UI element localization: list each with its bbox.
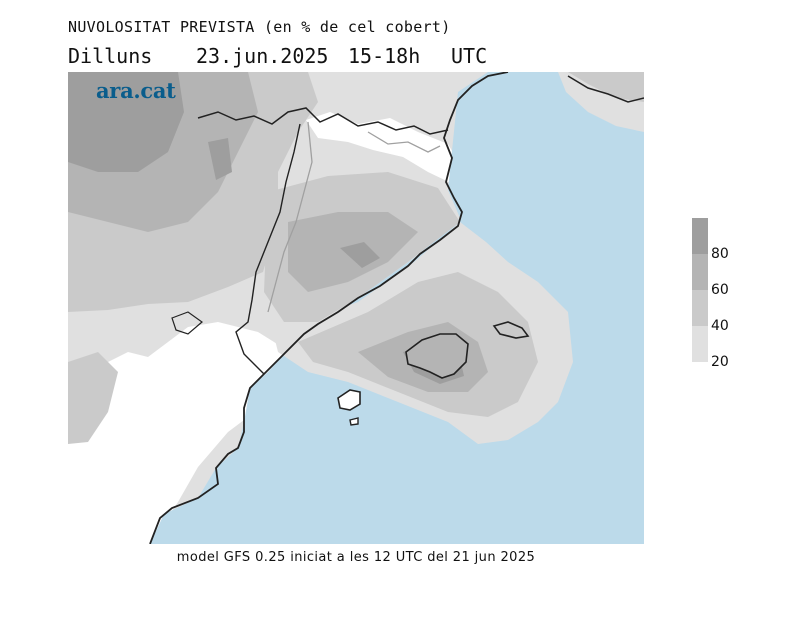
island-mallorca (405, 333, 469, 379)
map-title: NUVOLOSITAT PREVISTA (en % de cel cobert… (68, 18, 451, 36)
coastline (567, 75, 644, 103)
map-canvas (68, 72, 644, 544)
regional-border (367, 131, 441, 153)
forecast-date: 23.jun.2025 (196, 44, 329, 68)
legend-swatch-60 (692, 254, 708, 290)
cloud-band-40 (568, 72, 644, 102)
cloud-band-80 (68, 72, 184, 172)
model-footer: model GFS 0.25 iniciat a les 12 UTC del … (176, 550, 536, 565)
regional-border (235, 123, 301, 375)
legend-tick: 40 (711, 318, 729, 334)
cloud-cover-map[interactable]: ara.cat (68, 72, 644, 544)
legend-tick: 60 (711, 282, 729, 298)
forecast-period: Dilluns 23.jun.2025 15-18h UTC (68, 44, 487, 70)
coastline (149, 72, 509, 544)
legend-swatch-40 (692, 290, 708, 326)
coastline (197, 107, 449, 135)
forecast-timezone: UTC (451, 44, 488, 68)
island-ibiza (337, 389, 361, 411)
legend-swatch-20 (692, 326, 708, 362)
clear-sky-area (68, 322, 308, 544)
cloud-band-80 (340, 242, 380, 268)
cloud-band-80 (208, 138, 232, 180)
legend-tick: 20 (711, 354, 729, 370)
clear-sky-area (306, 112, 463, 184)
cloud-band-40 (68, 352, 118, 444)
forecast-time-range: 15-18h (348, 44, 421, 68)
island-formentera (349, 417, 359, 426)
cloud-cover-legend: 80 60 40 20 (692, 218, 752, 370)
forecast-day: Dilluns (68, 44, 153, 68)
regional-border (267, 121, 313, 313)
regional-border (171, 311, 203, 335)
island-menorca (492, 321, 530, 339)
brand-logo: ara.cat (96, 78, 176, 103)
legend-swatch-80 (692, 218, 708, 254)
legend-tick: 80 (711, 246, 729, 262)
